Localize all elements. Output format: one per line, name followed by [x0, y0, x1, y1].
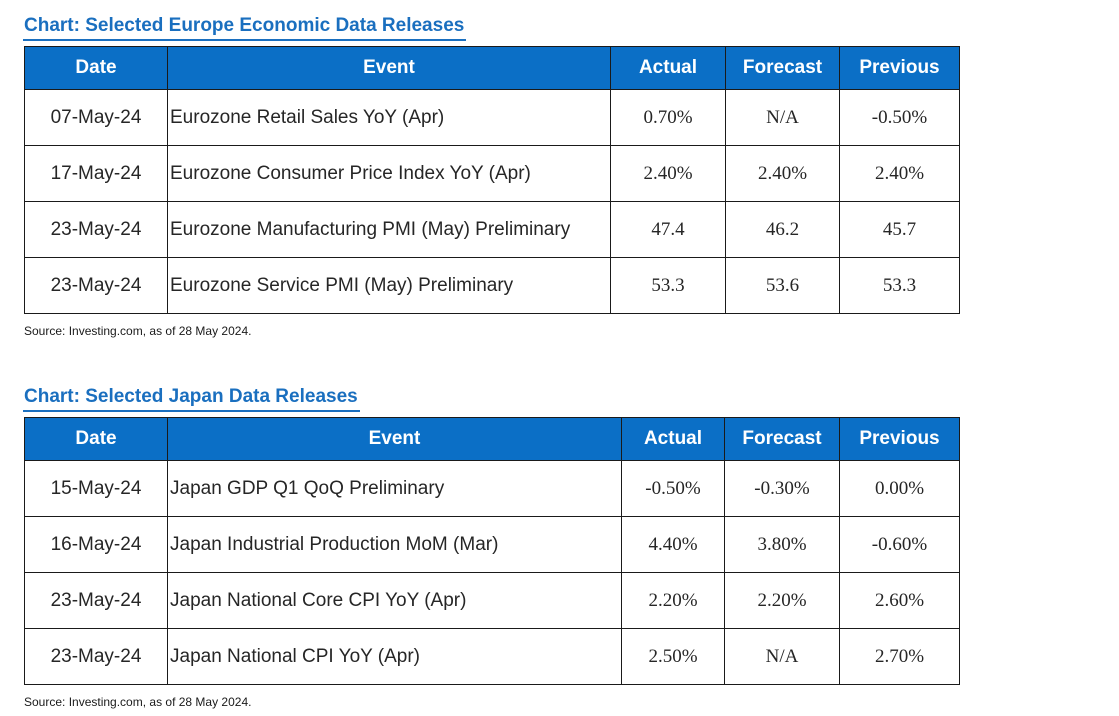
previous-cell: 45.7	[839, 201, 960, 258]
actual-cell: -0.50%	[621, 460, 725, 517]
date-cell: 07-May-24	[24, 89, 168, 146]
forecast-cell: 3.80%	[724, 516, 840, 573]
europe-header-date: Date	[24, 46, 168, 90]
event-cell: Eurozone Manufacturing PMI (May) Prelimi…	[167, 201, 611, 258]
previous-cell: 2.40%	[839, 145, 960, 202]
actual-cell: 2.40%	[610, 145, 726, 202]
japan-source-note: Source: Investing.com, as of 28 May 2024…	[24, 695, 252, 709]
date-cell: 17-May-24	[24, 145, 168, 202]
event-cell: Japan National Core CPI YoY (Apr)	[167, 572, 622, 629]
table-row: 23-May-24 Japan National Core CPI YoY (A…	[24, 572, 960, 629]
europe-header-previous: Previous	[839, 46, 960, 90]
table-row: 23-May-24 Japan National CPI YoY (Apr) 2…	[24, 628, 960, 685]
table-row: 23-May-24 Eurozone Manufacturing PMI (Ma…	[24, 201, 960, 258]
table-row: 16-May-24 Japan Industrial Production Mo…	[24, 516, 960, 573]
previous-cell: 2.70%	[839, 628, 960, 685]
previous-cell: 53.3	[839, 257, 960, 314]
date-cell: 16-May-24	[24, 516, 168, 573]
japan-header-event: Event	[167, 417, 622, 461]
actual-cell: 2.50%	[621, 628, 725, 685]
forecast-cell: -0.30%	[724, 460, 840, 517]
actual-cell: 0.70%	[610, 89, 726, 146]
japan-header-previous: Previous	[839, 417, 960, 461]
europe-chart-title-text: Chart: Selected Europe Economic Data Rel…	[24, 15, 465, 36]
previous-cell: 0.00%	[839, 460, 960, 517]
japan-header-actual: Actual	[621, 417, 725, 461]
forecast-cell: 53.6	[725, 257, 840, 314]
europe-source-note: Source: Investing.com, as of 28 May 2024…	[24, 324, 252, 338]
previous-cell: -0.60%	[839, 516, 960, 573]
europe-header-forecast: Forecast	[725, 46, 840, 90]
forecast-cell: 46.2	[725, 201, 840, 258]
europe-title-underline	[23, 39, 467, 41]
table-row: 23-May-24 Eurozone Service PMI (May) Pre…	[24, 257, 960, 314]
europe-header-row: Date Event Actual Forecast Previous	[24, 46, 960, 90]
europe-chart-title: Chart: Selected Europe Economic Data Rel…	[23, 15, 467, 41]
japan-header-forecast: Forecast	[724, 417, 840, 461]
table-row: 15-May-24 Japan GDP Q1 QoQ Preliminary -…	[24, 460, 960, 517]
forecast-cell: 2.40%	[725, 145, 840, 202]
event-cell: Japan Industrial Production MoM (Mar)	[167, 516, 622, 573]
event-cell: Japan National CPI YoY (Apr)	[167, 628, 622, 685]
actual-cell: 4.40%	[621, 516, 725, 573]
forecast-cell: N/A	[725, 89, 840, 146]
event-cell: Eurozone Service PMI (May) Preliminary	[167, 257, 611, 314]
date-cell: 15-May-24	[24, 460, 168, 517]
actual-cell: 2.20%	[621, 572, 725, 629]
europe-data-table: Date Event Actual Forecast Previous 07-M…	[24, 46, 960, 314]
event-cell: Japan GDP Q1 QoQ Preliminary	[167, 460, 622, 517]
date-cell: 23-May-24	[24, 628, 168, 685]
event-cell: Eurozone Retail Sales YoY (Apr)	[167, 89, 611, 146]
previous-cell: 2.60%	[839, 572, 960, 629]
event-cell: Eurozone Consumer Price Index YoY (Apr)	[167, 145, 611, 202]
date-cell: 23-May-24	[24, 572, 168, 629]
date-cell: 23-May-24	[24, 257, 168, 314]
japan-chart-title: Chart: Selected Japan Data Releases	[23, 386, 360, 412]
previous-cell: -0.50%	[839, 89, 960, 146]
actual-cell: 47.4	[610, 201, 726, 258]
japan-header-date: Date	[24, 417, 168, 461]
japan-header-row: Date Event Actual Forecast Previous	[24, 417, 960, 461]
japan-data-table: Date Event Actual Forecast Previous 15-M…	[24, 417, 960, 685]
forecast-cell: 2.20%	[724, 572, 840, 629]
europe-header-actual: Actual	[610, 46, 726, 90]
europe-header-event: Event	[167, 46, 611, 90]
forecast-cell: N/A	[724, 628, 840, 685]
japan-title-underline	[23, 410, 360, 412]
table-row: 07-May-24 Eurozone Retail Sales YoY (Apr…	[24, 89, 960, 146]
japan-chart-title-text: Chart: Selected Japan Data Releases	[24, 386, 358, 407]
table-row: 17-May-24 Eurozone Consumer Price Index …	[24, 145, 960, 202]
actual-cell: 53.3	[610, 257, 726, 314]
date-cell: 23-May-24	[24, 201, 168, 258]
